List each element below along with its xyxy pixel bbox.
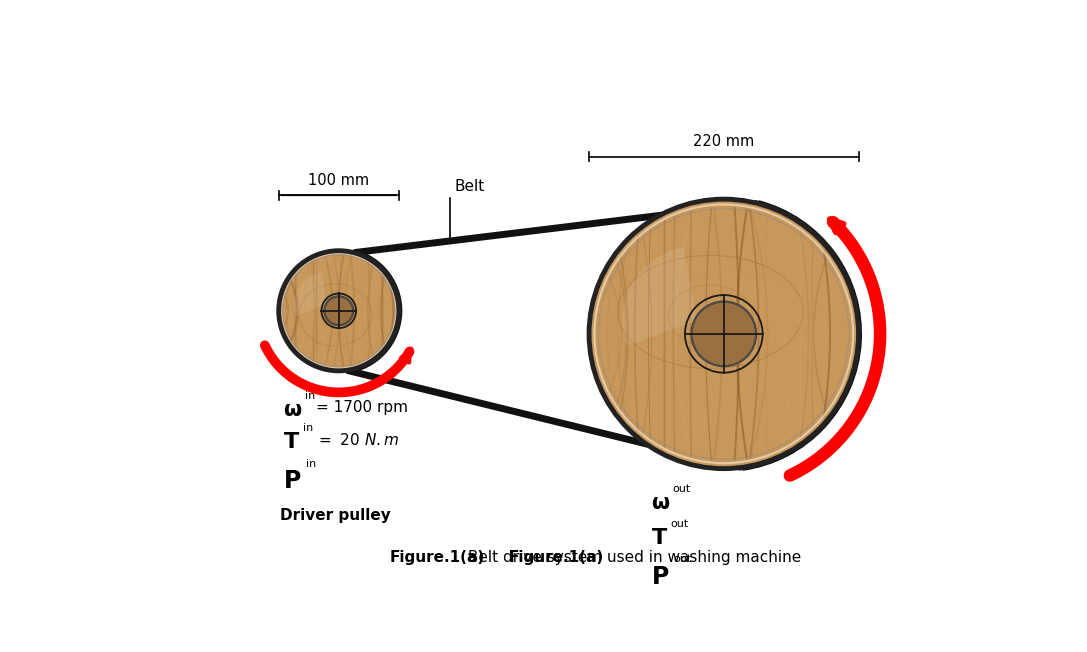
Text: out: out [672, 484, 690, 494]
Text: 220 mm: 220 mm [694, 134, 754, 149]
Text: $\mathbf{T}$: $\mathbf{T}$ [651, 528, 667, 548]
Text: Figure.1(a): Figure.1(a) [390, 550, 485, 565]
Wedge shape [293, 273, 327, 316]
Circle shape [691, 301, 757, 366]
Circle shape [324, 297, 353, 325]
Text: in: in [302, 423, 313, 433]
Text: $= \ 20 \ N.m$: $= \ 20 \ N.m$ [315, 432, 399, 449]
Text: out: out [674, 554, 692, 564]
Text: $\mathbf{P}$: $\mathbf{P}$ [284, 469, 302, 494]
Text: $\mathbf{\omega}$: $\mathbf{\omega}$ [284, 400, 302, 420]
Wedge shape [623, 247, 697, 346]
Text: Belt drive system used in washing machine: Belt drive system used in washing machin… [463, 550, 801, 565]
Text: 100 mm: 100 mm [309, 173, 370, 188]
Text: Driver pulley: Driver pulley [279, 508, 390, 523]
Text: in: in [305, 391, 315, 401]
Text: $\mathbf{T}$: $\mathbf{T}$ [284, 432, 300, 452]
Text: $\mathbf{\omega}$: $\mathbf{\omega}$ [651, 494, 670, 513]
Text: Figure.1(a): Figure.1(a) [509, 550, 604, 565]
Text: = 1700 rpm: = 1700 rpm [315, 400, 408, 415]
Text: $\mathbf{P}$: $\mathbf{P}$ [651, 565, 669, 589]
Text: Belt: Belt [454, 179, 485, 194]
Circle shape [589, 199, 859, 469]
Text: out: out [670, 519, 688, 529]
Text: in: in [307, 458, 316, 469]
Circle shape [278, 251, 399, 371]
